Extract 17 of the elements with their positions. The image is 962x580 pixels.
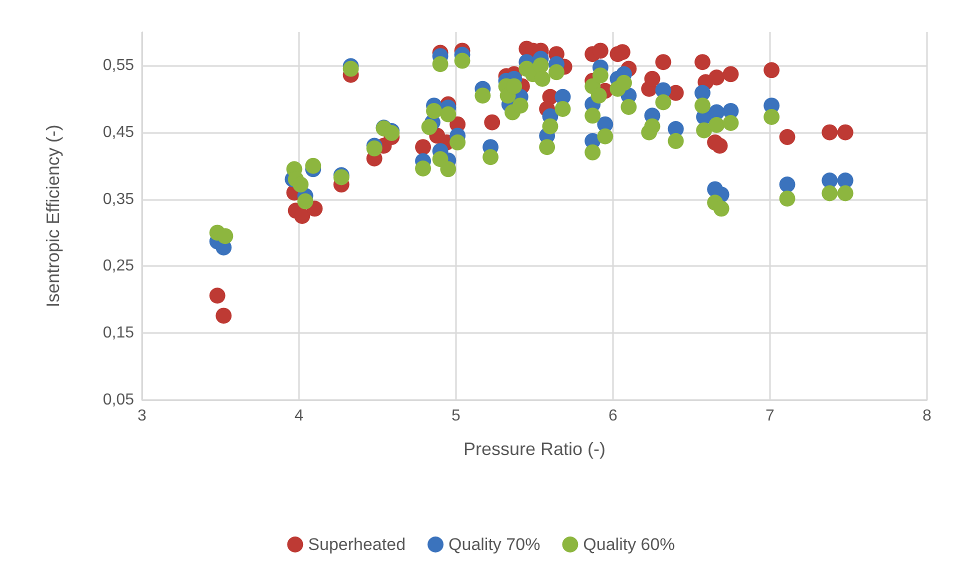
- y-tick-label: 0,05: [102, 392, 134, 408]
- y-tick-label: 0,15: [102, 324, 134, 342]
- y-tick-label: 0,35: [102, 190, 134, 208]
- x-tick-label: 8: [922, 408, 932, 424]
- x-tick-label: 6: [608, 408, 618, 424]
- legend-label: Superheated: [308, 535, 406, 554]
- x-tick-label: 7: [766, 408, 775, 424]
- y-tick-label: 0,55: [102, 56, 134, 74]
- x-tick-label: 5: [452, 408, 461, 424]
- x-tick-label: 4: [294, 408, 304, 424]
- y-tick-label: 0,45: [102, 124, 134, 141]
- y-axis-title: Isentropic Efficiency (-): [43, 124, 63, 308]
- legend-label: Quality 70%: [448, 535, 540, 554]
- x-axis-title: Pressure Ratio (-): [463, 439, 606, 459]
- y-tick-label: 0,25: [102, 258, 134, 275]
- x-tick-label: 3: [138, 408, 147, 424]
- legend-label: Quality 60%: [583, 535, 675, 554]
